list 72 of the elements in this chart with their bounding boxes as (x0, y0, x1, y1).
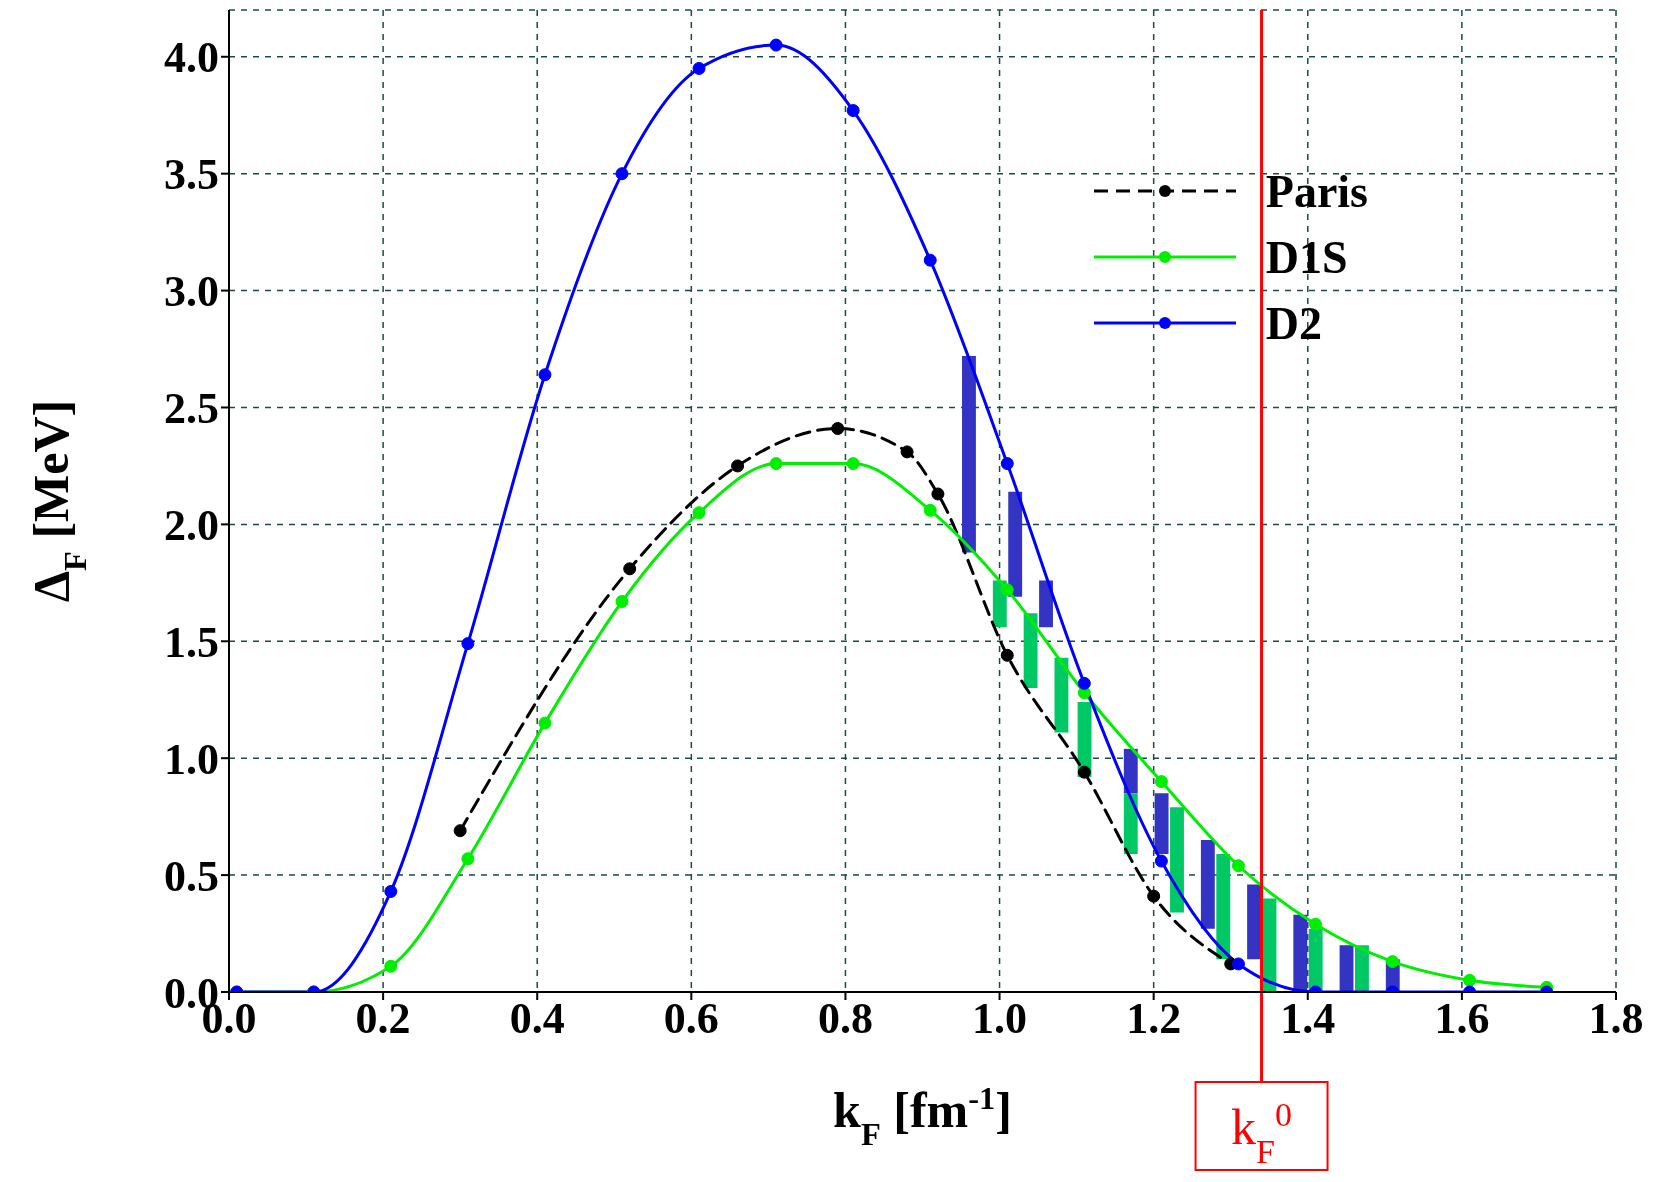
bar (1123, 748, 1138, 794)
point (461, 852, 475, 866)
point (1000, 457, 1014, 471)
legend-label: D1S (1265, 230, 1348, 284)
x-tick-label: 1.2 (1126, 994, 1182, 1044)
point (538, 368, 552, 382)
point (384, 884, 398, 898)
point (453, 824, 467, 838)
point (461, 637, 475, 651)
bar (1023, 613, 1038, 689)
x-tick-label: 1.8 (1588, 994, 1644, 1044)
x-tick-label: 1.0 (972, 994, 1028, 1044)
x-tick-label: 0.8 (817, 994, 873, 1044)
point (923, 253, 937, 267)
bar (1154, 793, 1169, 855)
point (615, 167, 629, 181)
x-tick-label: 1.6 (1434, 994, 1490, 1044)
y-tick-label: 0.5 (164, 851, 219, 901)
point (1308, 917, 1322, 931)
point (538, 716, 552, 730)
point (1000, 583, 1014, 597)
point (692, 61, 706, 75)
x-tick-label: 0.4 (509, 994, 565, 1044)
y-tick-label: 2.5 (164, 384, 219, 434)
point (1231, 859, 1245, 873)
y-tick-label: 1.5 (164, 617, 219, 667)
point (1147, 889, 1161, 903)
bar (1355, 945, 1369, 992)
bar (1339, 945, 1354, 992)
legend-label: D2 (1265, 296, 1323, 350)
point (769, 38, 783, 52)
point (1386, 955, 1400, 969)
bar (962, 356, 976, 553)
x-tick-label: 0.6 (663, 994, 719, 1044)
x-tick-label: 0.2 (355, 994, 411, 1044)
point (931, 487, 945, 501)
point (1077, 765, 1091, 779)
point (846, 104, 860, 118)
bar (1039, 580, 1053, 628)
bar (1247, 884, 1261, 960)
x-axis-title: k$_{F}$ [fm$^{-1}$] (833, 1080, 1012, 1152)
x-tick-label: 1.4 (1280, 994, 1336, 1044)
bar (1293, 914, 1308, 992)
point (1000, 648, 1014, 662)
point (623, 562, 637, 576)
point (846, 457, 860, 471)
point (1154, 854, 1168, 868)
legend-label: Paris (1265, 164, 1368, 218)
point (731, 459, 745, 473)
bar (1170, 807, 1184, 913)
bar (1216, 854, 1231, 960)
y-tick-label: 2.0 (164, 501, 219, 550)
bar (1200, 840, 1215, 929)
bar (1262, 898, 1277, 992)
point (1154, 775, 1168, 789)
point (1463, 973, 1477, 987)
point (384, 959, 398, 973)
point (769, 457, 783, 471)
y-tick-label: 3.0 (164, 267, 219, 317)
y-tick-label: 4.0 (164, 33, 219, 83)
y-tick-label: 3.5 (164, 150, 219, 200)
point (1231, 957, 1245, 971)
point (900, 445, 914, 459)
bar (1054, 657, 1069, 733)
bar (1008, 491, 1023, 597)
y-tick-label: 1.0 (164, 734, 219, 784)
point (692, 506, 706, 520)
point (1077, 676, 1091, 690)
point (923, 503, 937, 517)
point (831, 422, 845, 436)
bar (1308, 928, 1323, 992)
point (615, 595, 629, 609)
